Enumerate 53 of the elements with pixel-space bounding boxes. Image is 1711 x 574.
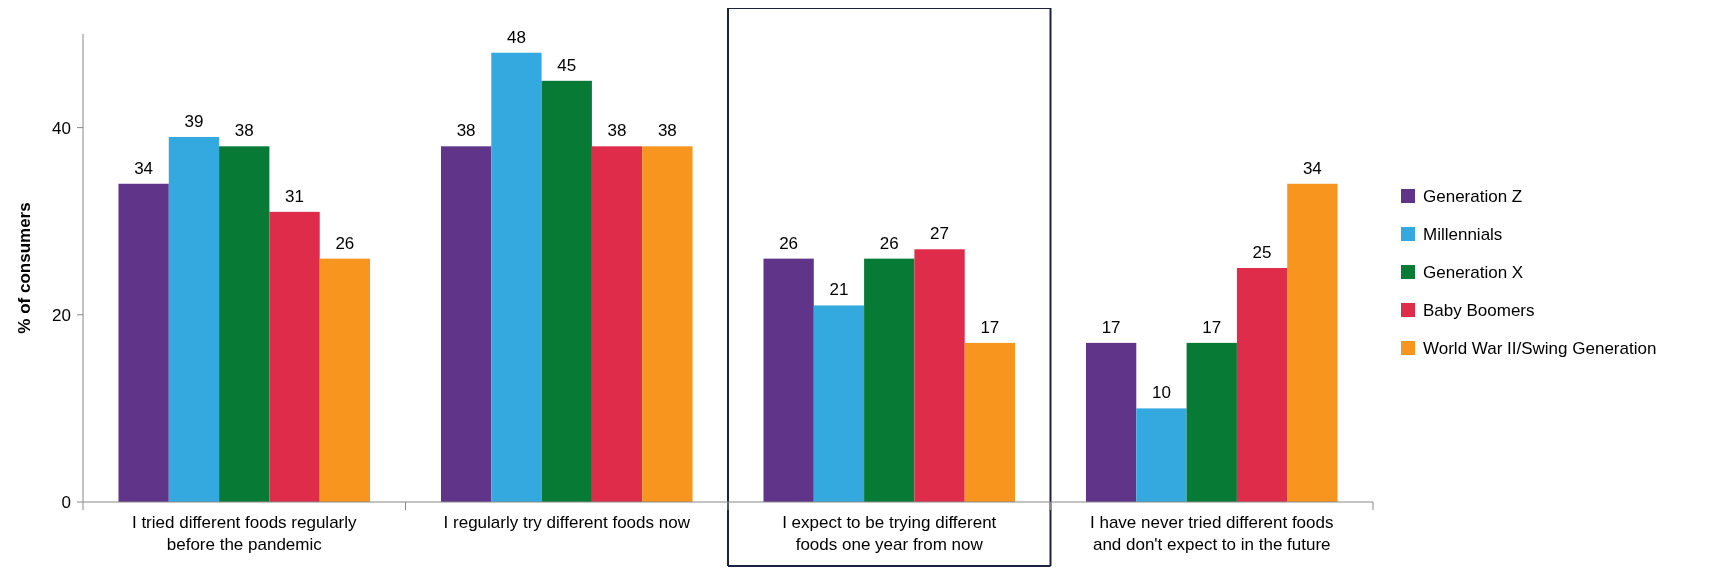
bar [219, 146, 270, 502]
bar [914, 249, 965, 502]
legend-label: Baby Boomers [1423, 300, 1535, 320]
data-label: 25 [1252, 243, 1272, 262]
data-label: 17 [980, 317, 1000, 337]
data-label: 27 [930, 224, 950, 244]
data-label: 39 [184, 111, 204, 131]
legend-label: Millennials [1423, 224, 1503, 244]
bar [319, 258, 371, 502]
data-label: 38 [456, 121, 476, 141]
bar [1085, 342, 1137, 502]
bar [763, 258, 814, 502]
legend-label: Generation X [1423, 262, 1524, 282]
data-label: 38 [657, 121, 677, 141]
bar [1136, 408, 1187, 502]
data-label: 21 [829, 280, 849, 300]
data-label: 48 [506, 27, 526, 47]
data-label: 45 [557, 55, 577, 75]
bar [541, 80, 592, 502]
bar [118, 183, 169, 502]
data-label: 17 [1101, 317, 1121, 337]
legend-label: World War II/Swing Generation [1423, 338, 1657, 358]
data-label: 10 [1151, 383, 1171, 403]
data-label: 38 [607, 121, 627, 141]
x-tick-label: I have never tried different foods and don't expect to in the future [1089, 513, 1334, 554]
legend-label: Generation Z [1423, 186, 1523, 206]
data-label: 34 [1302, 158, 1322, 178]
data-label: 26 [879, 233, 899, 253]
bar [1186, 342, 1237, 502]
bar [269, 211, 320, 502]
x-tick-label: I tried different foods regularly before the pandemic [131, 513, 358, 554]
x-tick-label: I regularly try different foods now [443, 513, 691, 532]
bar [591, 146, 643, 502]
bar [864, 258, 915, 502]
y-tick-label: 20 [52, 305, 71, 325]
bar [813, 305, 865, 502]
bar [642, 146, 693, 502]
data-label: 26 [779, 233, 799, 253]
bar [491, 52, 542, 502]
y-tick-label: 40 [52, 118, 71, 138]
bar [1236, 268, 1288, 502]
y-axis-title: % of consumers [15, 202, 34, 334]
bar [964, 342, 1016, 502]
bar [440, 146, 492, 502]
y-tick-label: 0 [61, 492, 71, 512]
bar [1287, 183, 1338, 502]
data-label: 17 [1202, 317, 1222, 337]
data-label: 31 [285, 186, 305, 206]
data-label: 38 [234, 121, 254, 141]
data-label: 26 [335, 233, 355, 253]
x-tick-label: I expect to be trying different foods one year from now [782, 513, 997, 554]
bar [168, 136, 220, 502]
data-label: 34 [134, 158, 154, 178]
